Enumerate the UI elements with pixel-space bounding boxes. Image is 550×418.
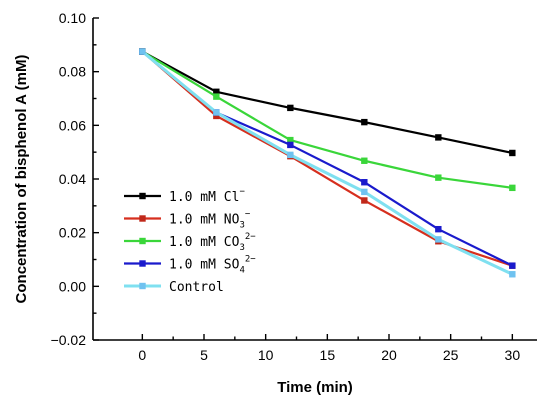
legend-marker bbox=[139, 215, 146, 222]
legend: 1.0 mM Cl− 1.0 mM NO3−1.0 mM CO32−1.0 mM … bbox=[124, 187, 256, 295]
y-tick-label: 0.06 bbox=[59, 117, 86, 133]
data-point bbox=[509, 262, 516, 269]
y-axis-title: Concentration of bisphenol A (mM) bbox=[13, 55, 30, 304]
data-point bbox=[361, 188, 368, 196]
series-layer bbox=[139, 48, 516, 278]
data-point bbox=[213, 109, 220, 116]
series-1 bbox=[139, 48, 516, 157]
series-3 bbox=[139, 48, 516, 192]
data-point bbox=[213, 93, 220, 100]
legend-label: 1.0 mM NO3− bbox=[169, 210, 251, 231]
data-point bbox=[361, 157, 368, 164]
legend-marker bbox=[139, 192, 146, 200]
series-line bbox=[141, 50, 513, 276]
data-point bbox=[361, 179, 368, 186]
series-line bbox=[141, 50, 513, 267]
x-tick-label: 10 bbox=[258, 347, 274, 363]
legend-marker bbox=[139, 260, 146, 267]
x-tick-label: 15 bbox=[320, 347, 336, 363]
legend-label: 1.0 mM Cl− bbox=[169, 187, 245, 205]
data-point bbox=[139, 48, 146, 55]
legend-marker bbox=[139, 282, 146, 290]
axes: −0.02 0.00 0.02 0.04 0.06 0.08 0.10 0 5 10 15 20 25 3… bbox=[51, 10, 537, 363]
legend-label: 1.0 mM SO42− bbox=[169, 255, 256, 276]
legend-label: 1.0 mM CO32− bbox=[169, 232, 256, 253]
data-point bbox=[435, 236, 442, 243]
data-point bbox=[361, 197, 368, 204]
x-tick-label: 30 bbox=[505, 347, 521, 363]
y-tick-label: 0.04 bbox=[59, 171, 86, 187]
x-tick-label: 20 bbox=[381, 347, 397, 363]
series-5 bbox=[139, 48, 516, 278]
legend-item: 1.0 mM NO3− bbox=[124, 210, 251, 231]
y-tick-label: 0.00 bbox=[59, 278, 86, 294]
legend-label: Control bbox=[169, 280, 224, 295]
x-tick-label: 5 bbox=[200, 347, 208, 363]
legend-item: 1.0 mM CO32− bbox=[124, 232, 256, 253]
data-point bbox=[509, 149, 516, 157]
series-line bbox=[141, 50, 513, 267]
x-tick-label: 0 bbox=[138, 347, 146, 363]
data-point bbox=[213, 88, 220, 95]
legend-item: 1.0 mM SO42− bbox=[124, 255, 256, 276]
data-point bbox=[435, 174, 442, 181]
data-point bbox=[509, 184, 516, 192]
data-point bbox=[287, 104, 294, 112]
data-point bbox=[287, 141, 294, 149]
series-line bbox=[141, 50, 513, 155]
series-line bbox=[141, 50, 513, 189]
data-point bbox=[435, 134, 442, 141]
y-tick-label: 0.02 bbox=[59, 225, 86, 241]
y-tick-label: 0.08 bbox=[59, 64, 86, 80]
legend-marker bbox=[139, 237, 146, 245]
x-axis-title: Time (min) bbox=[277, 379, 353, 396]
data-point bbox=[287, 151, 294, 159]
data-point bbox=[435, 225, 442, 233]
data-point bbox=[361, 118, 368, 126]
data-point bbox=[213, 112, 220, 120]
x-tick-label: 25 bbox=[443, 347, 459, 363]
data-point bbox=[509, 271, 516, 278]
legend-item: 1.0 mM Cl− bbox=[124, 187, 245, 205]
legend-item: Control bbox=[124, 280, 224, 295]
y-tick-label: 0.10 bbox=[59, 10, 86, 26]
data-point bbox=[287, 136, 294, 144]
y-tick-label: −0.02 bbox=[51, 332, 87, 348]
